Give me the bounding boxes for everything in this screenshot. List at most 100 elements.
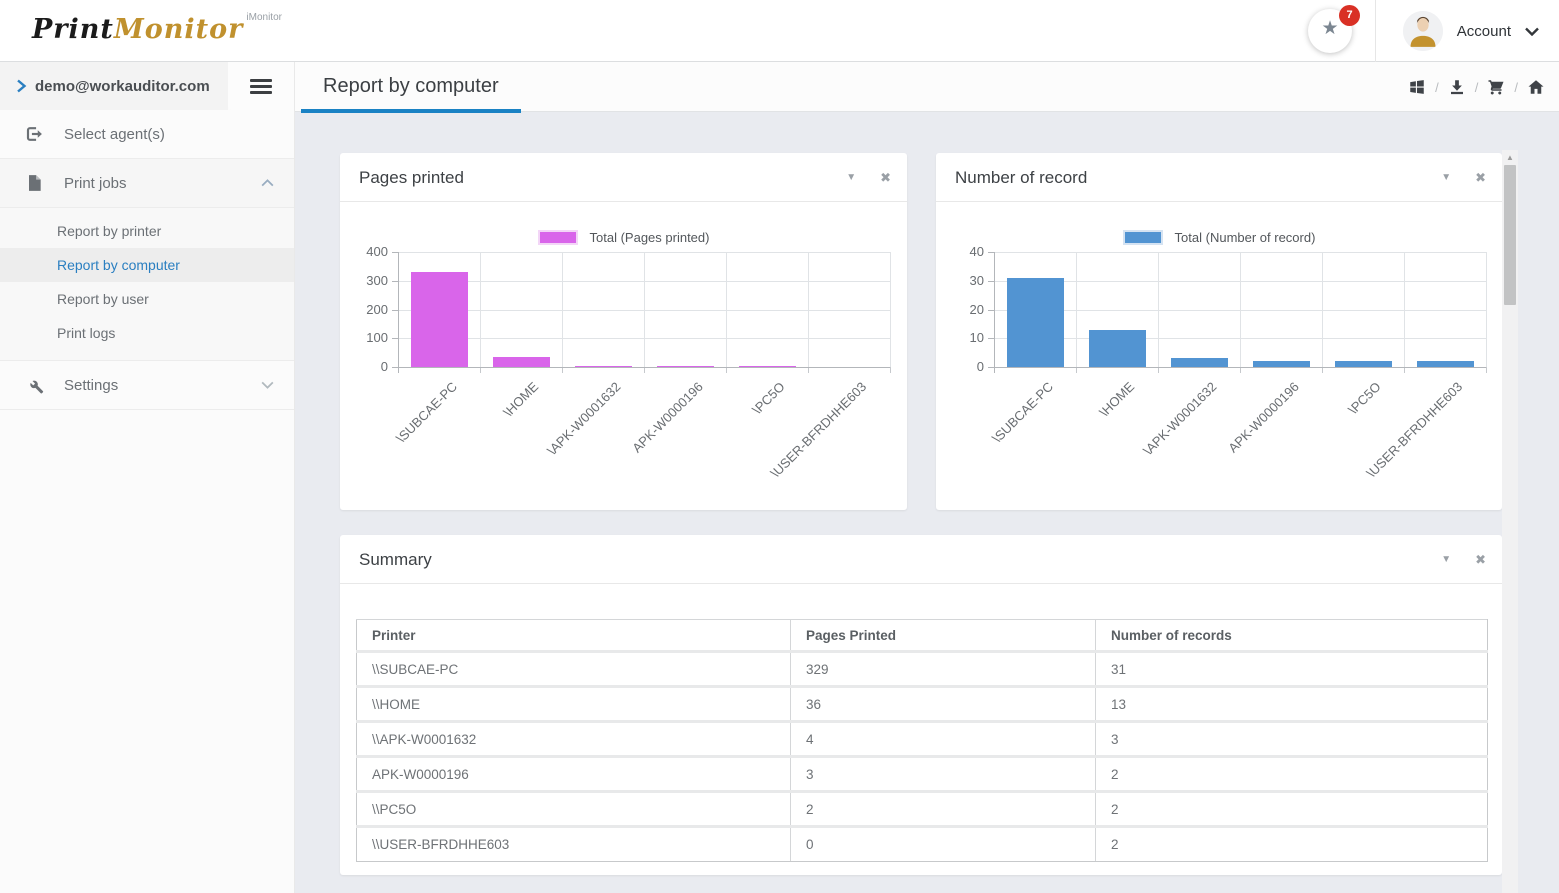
table-cell: 36: [791, 687, 1096, 722]
sidebar-item-report-by-printer[interactable]: Report by printer: [0, 214, 294, 248]
main-content: Pages printed ▼ ✖ Total (Pages printed) …: [295, 112, 1559, 893]
sidebar-item-select-agents[interactable]: Select agent(s): [0, 110, 294, 159]
toolbar-separator: /: [1435, 80, 1439, 95]
notifications-button[interactable]: ★ 7: [1308, 9, 1352, 53]
table-cell: 13: [1096, 687, 1488, 722]
table-row: APK-W000019632: [357, 757, 1488, 792]
panel-header: Summary ▼ ✖: [340, 535, 1502, 584]
table-cell: 329: [791, 652, 1096, 687]
sidebar-item-report-by-user[interactable]: Report by user: [0, 282, 294, 316]
chevron-collapse-icon[interactable]: ▼: [846, 172, 856, 183]
logo-superscript: iMonitor: [246, 12, 282, 23]
chart-legend: Total (Number of record): [936, 230, 1502, 245]
scrollbar-up-arrow[interactable]: ▲: [1502, 150, 1518, 166]
sidebar-item-settings[interactable]: Settings: [0, 361, 294, 410]
bar: [657, 366, 714, 367]
table-cell: 3: [1096, 722, 1488, 757]
bar: [1007, 278, 1064, 367]
app-logo: PrintMonitoriMonitor: [32, 12, 282, 45]
table-row: \\APK-W000163243: [357, 722, 1488, 757]
legend-swatch: [1123, 230, 1163, 245]
close-icon[interactable]: ✖: [1475, 552, 1486, 568]
bar: [1171, 358, 1228, 367]
bar: [1417, 361, 1474, 367]
notification-badge: 7: [1339, 5, 1360, 26]
sidebar-item-label: Settings: [64, 377, 261, 394]
scrollbar-thumb[interactable]: [1504, 165, 1516, 305]
panel-title: Summary: [359, 535, 432, 584]
chevron-down-icon: [261, 381, 274, 389]
chevron-collapse-icon[interactable]: ▼: [1441, 172, 1451, 183]
table-row: \\SUBCAE-PC32931: [357, 652, 1488, 687]
vertical-scrollbar[interactable]: ▲: [1502, 150, 1518, 893]
sidebar-item-print-logs[interactable]: Print logs: [0, 316, 294, 350]
content-toolbar: / / /: [1408, 62, 1545, 112]
y-axis-tick-label: 300: [348, 273, 388, 288]
download-icon[interactable]: [1448, 78, 1466, 96]
column-header-number-of-records: Number of records: [1096, 620, 1488, 652]
bar: [739, 366, 796, 367]
top-bar: PrintMonitoriMonitor ★ 7 Account: [0, 0, 1559, 62]
table-row: \\USER-BFRDHHE60302: [357, 827, 1488, 862]
close-icon[interactable]: ✖: [1475, 170, 1486, 186]
y-axis-tick-label: 0: [944, 359, 984, 374]
table-cell: 3: [791, 757, 1096, 792]
topbar-divider: [1375, 0, 1376, 62]
account-menu[interactable]: Account: [1395, 0, 1547, 62]
x-axis-label: \USER-BFRDHHE603: [1364, 379, 1466, 481]
wrench-icon: [24, 375, 44, 395]
print-jobs-submenu: Report by printerReport by computerRepor…: [0, 208, 294, 361]
chevron-down-icon: [1525, 27, 1539, 36]
y-axis-tick-label: 20: [944, 302, 984, 317]
chevron-right-icon: [16, 79, 27, 93]
close-icon[interactable]: ✖: [880, 170, 891, 186]
x-axis-label: \HOME: [1097, 379, 1138, 420]
sidebar: demo@workauditor.com Select agent(s) Pri…: [0, 62, 295, 893]
toolbar-separator: /: [1475, 80, 1479, 95]
pages-printed-chart: Total (Pages printed) 0100200300400\SUBC…: [340, 202, 907, 509]
sidebar-item-label: Select agent(s): [64, 126, 274, 143]
cart-icon[interactable]: [1487, 78, 1505, 96]
sidebar-collapse-button[interactable]: [228, 62, 294, 110]
x-axis-label: \APK-W0001632: [1141, 379, 1220, 458]
y-axis-tick-label: 400: [348, 244, 388, 259]
account-label: Account: [1457, 23, 1511, 40]
x-axis-label: \USER-BFRDHHE603: [768, 379, 870, 481]
chart-legend: Total (Pages printed): [340, 230, 907, 245]
legend-label: Total (Number of record): [1175, 230, 1316, 245]
table-cell: 2: [1096, 792, 1488, 827]
tab-report-by-computer[interactable]: Report by computer: [301, 62, 521, 112]
table-cell: \\PC5O: [357, 792, 791, 827]
table-row: \\PC5O22: [357, 792, 1488, 827]
bar: [1253, 361, 1310, 367]
chevron-collapse-icon[interactable]: ▼: [1441, 554, 1451, 565]
logo-part1: Print: [32, 14, 114, 45]
y-axis-tick-label: 0: [348, 359, 388, 374]
panel-number-of-record: Number of record ▼ ✖ Total (Number of re…: [936, 153, 1502, 510]
y-axis-tick-label: 10: [944, 330, 984, 345]
hamburger-icon: [250, 76, 272, 97]
table-cell: \\SUBCAE-PC: [357, 652, 791, 687]
table-cell: 2: [791, 792, 1096, 827]
x-axis-label: APK-W0000196: [629, 379, 706, 456]
panel-title: Pages printed: [359, 153, 464, 202]
sidebar-item-print-jobs[interactable]: Print jobs: [0, 159, 294, 208]
home-icon[interactable]: [1527, 78, 1545, 96]
bar: [1335, 361, 1392, 367]
toolbar-separator: /: [1514, 80, 1518, 95]
x-axis-label: \SUBCAE-PC: [393, 379, 460, 446]
y-axis-tick-label: 40: [944, 244, 984, 259]
user-email: demo@workauditor.com: [35, 78, 210, 95]
sidebar-user-toggle[interactable]: demo@workauditor.com: [0, 62, 228, 110]
windows-grid-icon[interactable]: [1408, 78, 1426, 96]
table-cell: 2: [1096, 757, 1488, 792]
panel-title: Number of record: [955, 153, 1087, 202]
chart-plot-area: 010203040\SUBCAE-PC\HOME\APK-W0001632APK…: [994, 252, 1486, 367]
legend-swatch: [538, 230, 578, 245]
x-axis-label: \HOME: [501, 379, 542, 420]
sidebar-item-report-by-computer[interactable]: Report by computer: [0, 248, 294, 282]
agent-select-icon: [24, 124, 44, 144]
legend-label: Total (Pages printed): [590, 230, 710, 245]
x-axis-label: \PC5O: [749, 379, 787, 417]
y-axis-tick-label: 200: [348, 302, 388, 317]
